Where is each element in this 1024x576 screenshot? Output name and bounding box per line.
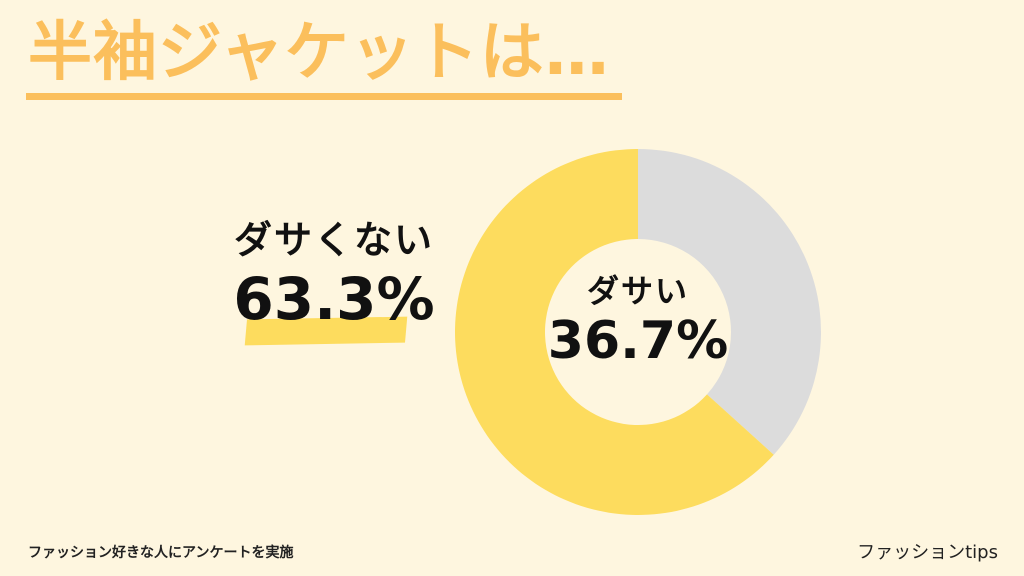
not-lame-name: ダサくない [233, 218, 434, 262]
not-lame-value: 63.3% [233, 264, 435, 333]
donut-slice-lame [638, 149, 821, 455]
brand-logo-text: ファッションtips [857, 542, 998, 563]
donut-slice-not-lame [455, 149, 774, 515]
donut-chart-svg [455, 149, 821, 515]
not-lame-label: ダサくない 63.3% [222, 218, 446, 332]
lame-value: 36.7% [547, 311, 729, 372]
lame-name: ダサい [586, 272, 689, 310]
lame-label: ダサい 36.7% [454, 272, 822, 373]
donut-chart [454, 148, 822, 516]
page-title: 半袖ジャケットは… [28, 16, 610, 90]
title-underline [26, 93, 622, 100]
survey-footnote: ファッション好きな人にアンケートを実施 [28, 545, 294, 561]
